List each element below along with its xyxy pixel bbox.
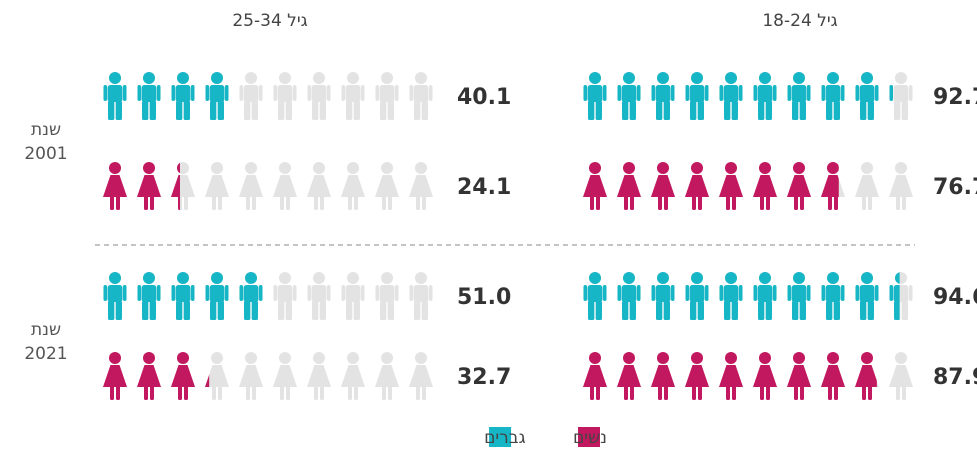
icon bbox=[753, 272, 777, 320]
icon bbox=[583, 352, 607, 400]
icon bbox=[103, 352, 127, 400]
legend-label: גברים bbox=[484, 428, 526, 448]
icon bbox=[103, 272, 127, 320]
icon bbox=[685, 352, 709, 400]
value-label: 92.7 bbox=[933, 85, 977, 110]
icon bbox=[821, 352, 845, 400]
icon bbox=[855, 72, 879, 120]
icon bbox=[855, 272, 879, 320]
icon bbox=[137, 352, 161, 400]
year-label: שנת 2001 bbox=[24, 120, 68, 164]
icon bbox=[617, 72, 641, 120]
icon bbox=[273, 72, 297, 120]
icon bbox=[821, 72, 845, 120]
value-label: 94.6 bbox=[933, 285, 977, 310]
icon bbox=[685, 72, 709, 120]
icon bbox=[617, 352, 641, 400]
icon bbox=[753, 162, 777, 210]
icon bbox=[719, 352, 743, 400]
icon bbox=[409, 352, 433, 400]
icon bbox=[341, 352, 365, 400]
icon bbox=[855, 352, 877, 400]
icon bbox=[307, 162, 331, 210]
icon bbox=[409, 272, 433, 320]
icon bbox=[205, 162, 229, 210]
icon bbox=[889, 352, 913, 400]
icon bbox=[171, 162, 195, 210]
column-title: גיל 18-24 bbox=[762, 11, 837, 31]
icon bbox=[137, 72, 161, 120]
icon bbox=[205, 72, 229, 120]
icon bbox=[239, 272, 263, 320]
icon bbox=[787, 72, 811, 120]
year-label: שנת 2021 bbox=[24, 320, 68, 364]
icon bbox=[171, 272, 195, 320]
icon bbox=[239, 72, 263, 120]
icon bbox=[617, 162, 641, 210]
icon bbox=[889, 162, 913, 210]
icon bbox=[651, 352, 675, 400]
icon bbox=[583, 72, 607, 120]
icon bbox=[375, 72, 399, 120]
icon bbox=[583, 272, 607, 320]
icon bbox=[719, 272, 743, 320]
icon bbox=[375, 352, 399, 400]
icon bbox=[409, 162, 433, 210]
icon-row-filled bbox=[583, 352, 877, 400]
icon bbox=[307, 72, 331, 120]
value-label: 51.0 bbox=[457, 285, 511, 310]
legend-label: נשים bbox=[573, 428, 607, 448]
icon-row-filled bbox=[583, 272, 900, 320]
icon bbox=[719, 162, 743, 210]
icon bbox=[341, 272, 365, 320]
legend-swatch bbox=[489, 427, 512, 447]
column-title: גיל 25-34 bbox=[232, 11, 307, 31]
icon bbox=[171, 352, 195, 400]
icon bbox=[855, 162, 879, 210]
icon bbox=[341, 162, 365, 210]
value-label: 87.9 bbox=[933, 365, 977, 390]
icon-row-filled bbox=[583, 72, 894, 120]
icon bbox=[787, 272, 811, 320]
icon bbox=[753, 72, 777, 120]
icon bbox=[787, 162, 811, 210]
icon bbox=[787, 352, 811, 400]
icon bbox=[273, 352, 297, 400]
value-label: 40.1 bbox=[457, 85, 511, 110]
icon bbox=[171, 72, 195, 120]
icon bbox=[651, 272, 675, 320]
icon bbox=[375, 162, 399, 210]
icon bbox=[307, 272, 331, 320]
icon bbox=[205, 272, 229, 320]
icon bbox=[719, 72, 743, 120]
icon bbox=[103, 72, 127, 120]
icon bbox=[821, 162, 839, 210]
icon bbox=[239, 352, 263, 400]
icon bbox=[375, 272, 399, 320]
value-label: 32.7 bbox=[457, 365, 511, 390]
icon bbox=[651, 72, 675, 120]
legend-swatch bbox=[578, 427, 600, 447]
icon bbox=[583, 162, 607, 210]
icon bbox=[239, 162, 263, 210]
icon bbox=[137, 272, 161, 320]
icon bbox=[273, 162, 297, 210]
value-label: 24.1 bbox=[457, 175, 511, 200]
icon bbox=[205, 352, 229, 400]
icon bbox=[103, 162, 127, 210]
icon bbox=[685, 272, 709, 320]
icon bbox=[341, 72, 365, 120]
icon bbox=[273, 272, 297, 320]
icon bbox=[617, 272, 641, 320]
icon bbox=[651, 162, 675, 210]
icon bbox=[753, 352, 777, 400]
value-label: 76.7 bbox=[933, 175, 977, 200]
icon bbox=[821, 272, 845, 320]
icon bbox=[409, 72, 433, 120]
icon bbox=[307, 352, 331, 400]
icon bbox=[685, 162, 709, 210]
icon bbox=[137, 162, 161, 210]
